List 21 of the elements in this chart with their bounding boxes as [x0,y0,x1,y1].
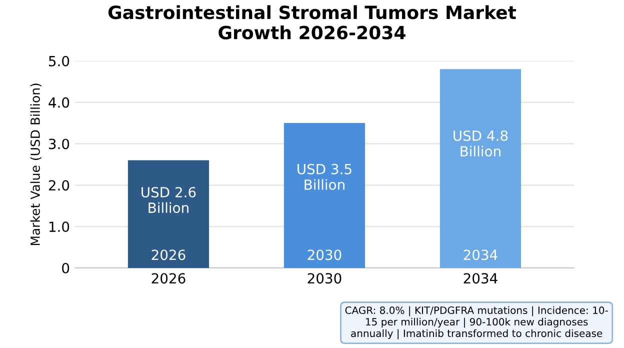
category-label: 2030 [308,273,342,284]
x-tick-label: 2026 [152,250,186,260]
bar [440,69,522,268]
data-label: USD 4.8 Billion [454,130,508,157]
bar [284,123,366,268]
chart-title: Gastrointestinal Stromal Tumors Market Growth 2026-2034 [108,5,516,40]
x-tick-label: 2030 [308,250,342,260]
category-label: 2026 [152,273,186,284]
y-tick-label: 0 [62,262,70,274]
y-tick-label: 4.0 [48,97,70,108]
y-axis-title: Market Value (USD Billion) [30,84,42,246]
y-tick-label: 3.0 [48,138,70,150]
y-tick-label: 5.0 [49,56,70,66]
category-label: 2034 [464,273,498,284]
y-tick-label: 2.0 [48,180,70,191]
data-label: USD 2.6 Billion [142,186,196,214]
x-tick-label: 2034 [464,250,498,260]
y-tick-label: 1.0 [49,222,70,232]
data-label: USD 3.5 Billion [298,164,352,190]
text: CAGR: 8.0% | KIT/PDGFRA mutations | Incidence: 10- 15 per million/year | 90-100k new diagnoses annually | Imatinib transformed to chronic disease [345,306,608,340]
bar [128,160,210,268]
